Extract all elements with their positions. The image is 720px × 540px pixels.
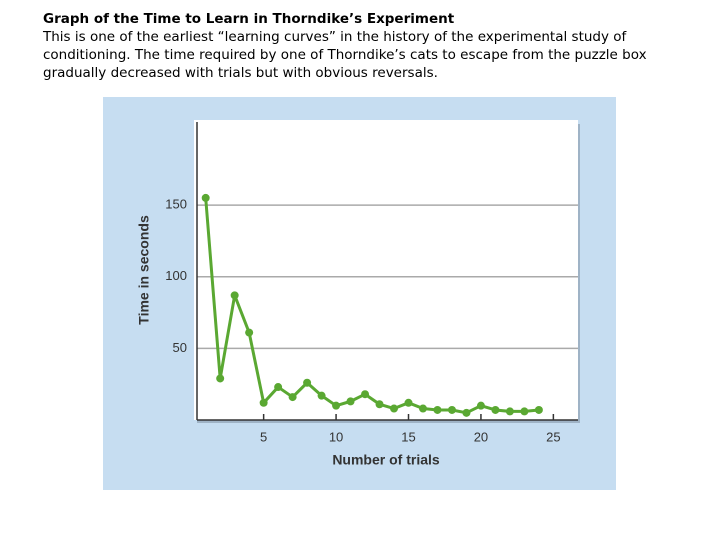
x-tick-label: 15 (401, 429, 415, 444)
data-point (390, 404, 399, 413)
x-tick-label: 25 (546, 429, 560, 444)
y-tick-label: 50 (173, 340, 187, 355)
x-axis-label: Number of trials (332, 452, 440, 468)
y-tick-label: 150 (165, 197, 187, 212)
data-point (230, 291, 239, 300)
data-point (462, 408, 471, 417)
data-point (404, 398, 413, 407)
y-tick-label: 100 (165, 268, 187, 283)
data-point (216, 374, 225, 383)
data-point (288, 393, 297, 402)
data-point (361, 390, 370, 399)
data-point (274, 383, 283, 392)
data-point (418, 404, 427, 413)
data-point (375, 400, 384, 409)
description: This is one of the earliest “learning cu… (43, 29, 647, 81)
data-point (433, 405, 442, 414)
data-point (520, 407, 529, 416)
title: Graph of the Time to Learn in Thorndike’… (43, 11, 455, 27)
data-point (491, 405, 500, 414)
x-tick-label: 5 (260, 429, 267, 444)
y-axis-label: Time in seconds (136, 215, 152, 325)
data-point (245, 328, 254, 337)
data-point (201, 193, 210, 202)
data-point (534, 405, 543, 414)
plot-area (194, 120, 578, 420)
data-point (476, 401, 485, 410)
data-point (259, 398, 268, 407)
data-point (505, 407, 514, 416)
data-point (346, 397, 355, 406)
data-point (317, 391, 326, 400)
data-point (332, 401, 341, 410)
x-tick-label: 10 (329, 429, 343, 444)
data-point (447, 405, 456, 414)
header: Graph of the Time to Learn in Thorndike’… (43, 10, 683, 82)
x-tick-label: 20 (474, 429, 488, 444)
data-point (303, 378, 312, 387)
